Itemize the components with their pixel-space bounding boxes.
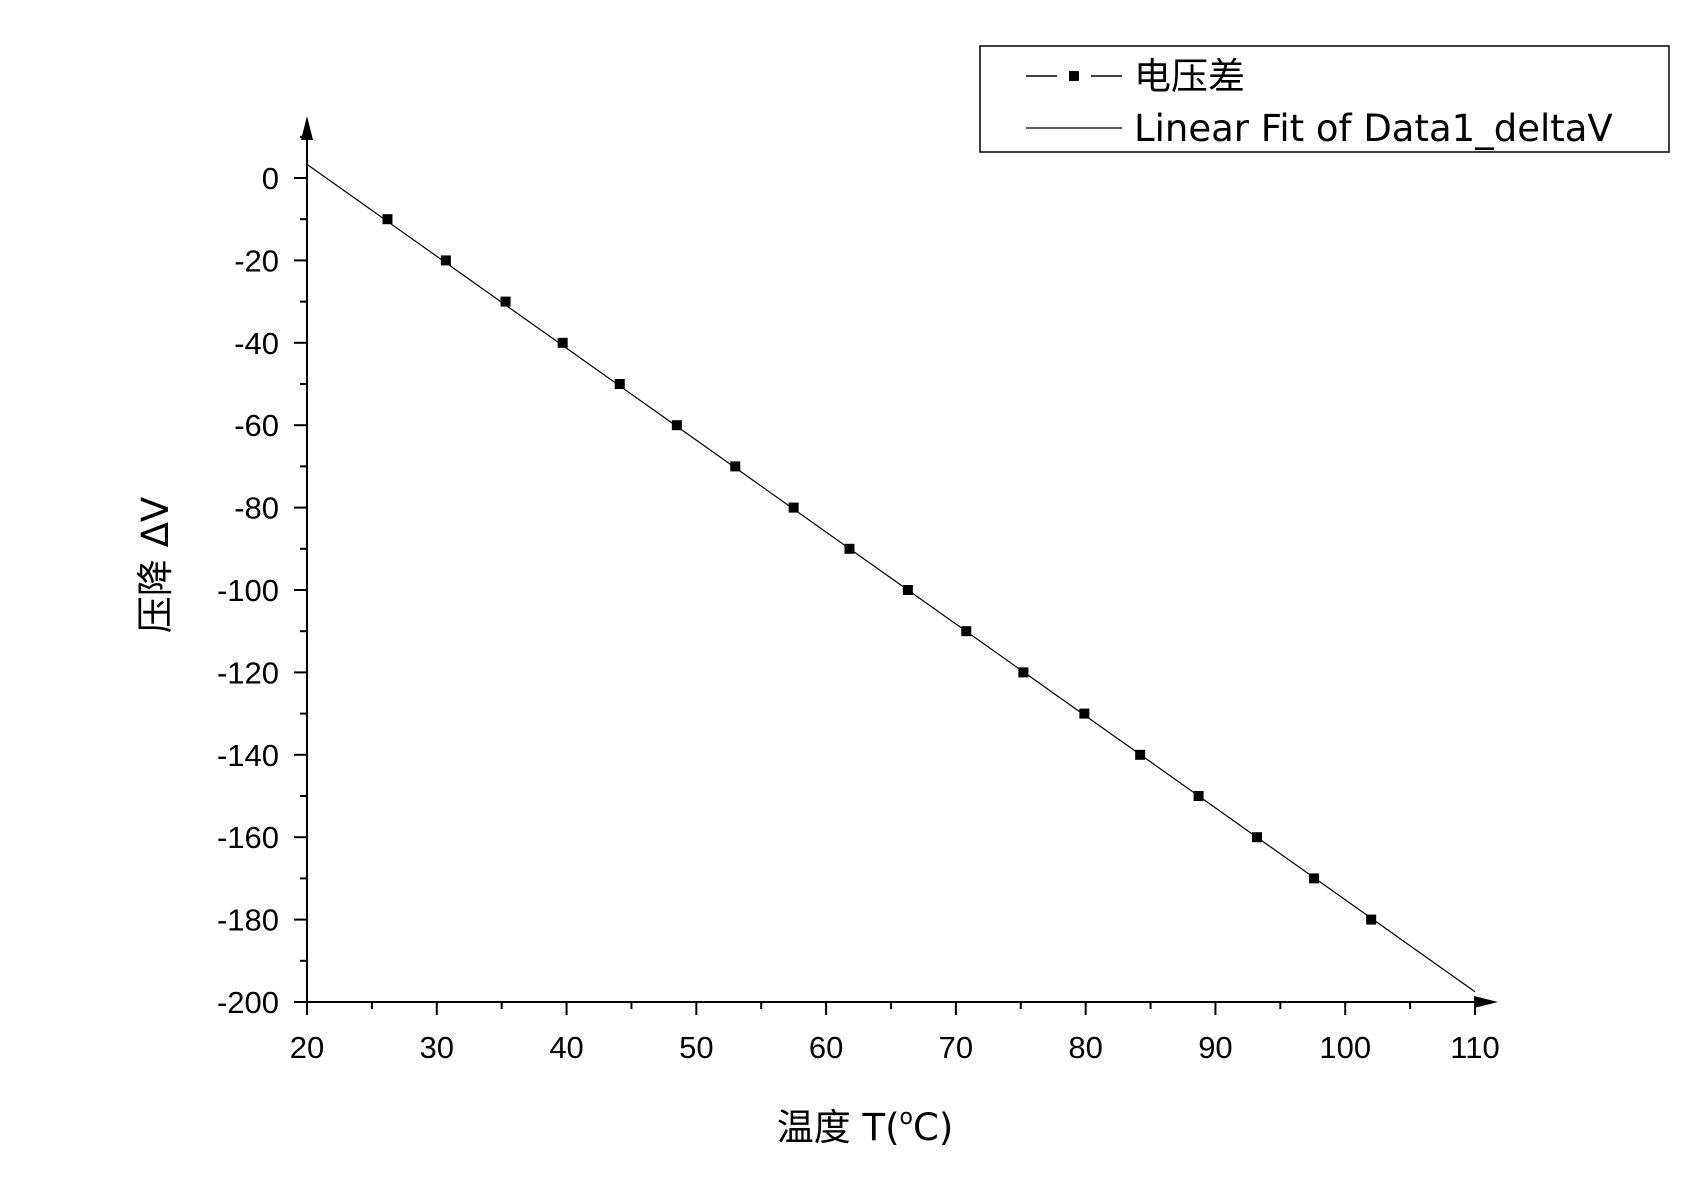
y-tick-label: -180 xyxy=(217,903,279,938)
y-tick-label: -80 xyxy=(234,491,279,526)
data-point xyxy=(671,420,682,431)
data-point xyxy=(902,585,913,595)
legend-label-fit: Linear Fit of Data1_deltaV xyxy=(1134,107,1613,150)
x-tick-label: 80 xyxy=(1068,1030,1102,1065)
tick-labels: 0 -20 -40 -60 -80 -100 -120 -140 -160 -180 -200 20 3… xyxy=(217,161,1500,1065)
linear-fit-line xyxy=(306,163,1476,993)
data-point xyxy=(614,379,625,389)
x-tick-label: 110 xyxy=(1450,1030,1499,1065)
x-axis-title: 温度 T(oC) xyxy=(777,1105,954,1149)
y-tick-label: -100 xyxy=(217,573,279,608)
data-point xyxy=(1309,873,1320,884)
data-point xyxy=(1135,749,1146,760)
y-axis-title: 压降 ΔV xyxy=(134,497,177,633)
x-axis-title-prefix: 温度 T( xyxy=(777,1106,900,1149)
x-axis-arrow xyxy=(1474,996,1498,1008)
data-point xyxy=(1079,708,1090,719)
x-tick-label: 90 xyxy=(1198,1030,1232,1065)
data-point xyxy=(1366,914,1377,925)
y-axis-arrow xyxy=(301,116,313,140)
x-axis-title-suffix: C) xyxy=(913,1106,953,1149)
plot-area xyxy=(306,163,1476,993)
data-point xyxy=(730,461,741,472)
data-point xyxy=(440,255,451,266)
x-tick-label: 40 xyxy=(549,1030,583,1065)
y-tick-label: -140 xyxy=(217,738,279,773)
legend: 电压差 Linear Fit of Data1_deltaV xyxy=(979,45,1670,153)
x-axis-title-degree: o xyxy=(900,1105,913,1130)
x-tick-label: 20 xyxy=(290,1030,324,1065)
legend-box xyxy=(979,45,1670,153)
x-tick-label: 60 xyxy=(809,1030,843,1065)
y-tick-label: -20 xyxy=(234,243,279,278)
x-tick-label: 50 xyxy=(679,1030,713,1065)
data-point xyxy=(500,296,511,307)
x-tick-label: 100 xyxy=(1319,1030,1371,1065)
y-tick-label: -60 xyxy=(234,408,279,443)
y-tick-label: -200 xyxy=(217,985,279,1020)
legend-label-data: 电压差 xyxy=(1134,55,1245,98)
data-point xyxy=(1018,667,1029,678)
data-point xyxy=(844,543,855,554)
data-point xyxy=(382,214,393,225)
axes xyxy=(294,116,1498,1015)
legend-marker-data xyxy=(1069,71,1079,81)
data-point xyxy=(557,337,568,348)
y-tick-label: -40 xyxy=(234,326,279,361)
data-point xyxy=(1251,832,1262,843)
data-point xyxy=(961,626,972,637)
x-tick-label: 30 xyxy=(420,1030,454,1065)
y-tick-label: -160 xyxy=(217,820,279,855)
data-point xyxy=(788,502,799,513)
y-tick-label: 0 xyxy=(262,161,279,196)
data-point xyxy=(1193,791,1204,801)
x-tick-label: 70 xyxy=(939,1030,973,1065)
y-tick-label: -120 xyxy=(217,655,279,690)
